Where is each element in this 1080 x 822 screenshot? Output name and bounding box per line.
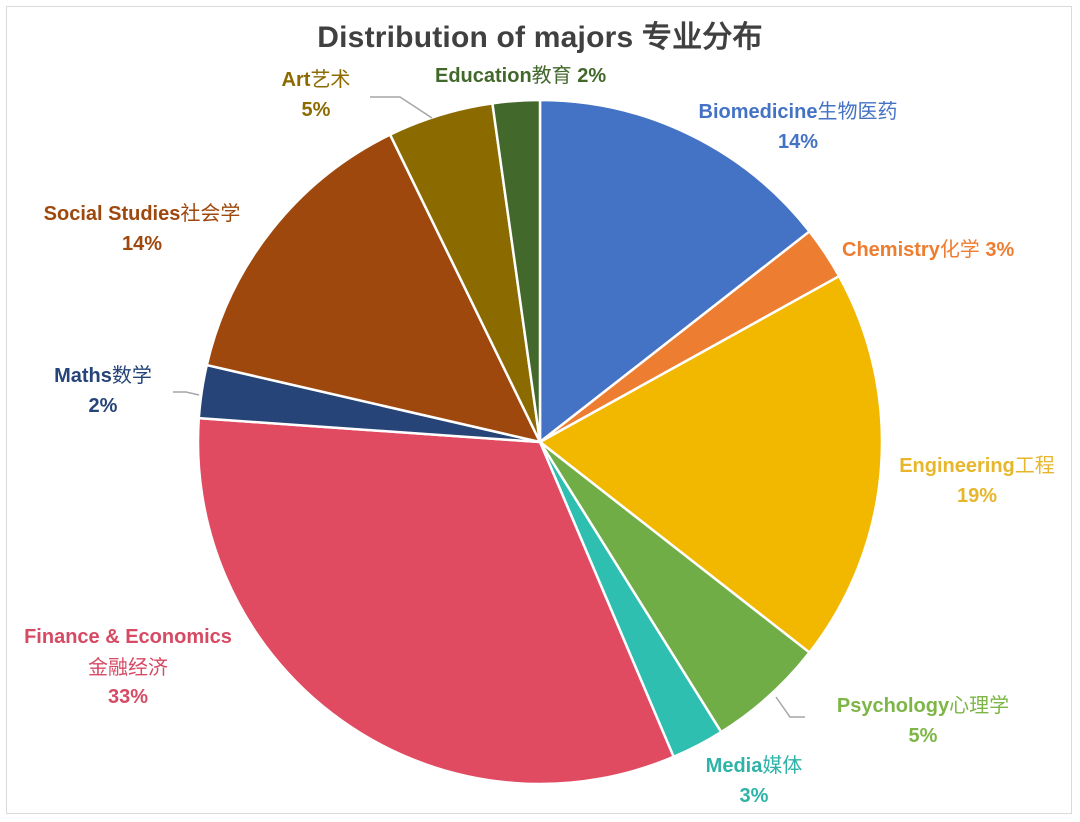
leader-lines xyxy=(173,96,805,718)
pie-slice-engineering xyxy=(538,274,884,654)
chart-frame xyxy=(6,6,1072,814)
pie-slices xyxy=(196,98,884,786)
label-engineering: Engineering工程 19% xyxy=(899,453,1055,507)
label-social-studies: Social Studies社会学 14% xyxy=(43,201,241,255)
leader-line-maths xyxy=(173,391,200,396)
label-media: Media媒体 3% xyxy=(705,753,803,807)
chart-title: Distribution of majors 专业分布 xyxy=(317,21,763,54)
label-chemistry: Chemistry化学 3% xyxy=(842,237,1015,261)
leader-line-psychology xyxy=(775,696,805,718)
label-maths: Maths数学 2% xyxy=(54,363,152,417)
label-art: Art艺术 5% xyxy=(281,67,351,121)
label-biomedicine: Biomedicine生物医药 14% xyxy=(698,99,898,153)
pie-slice-biomedicine xyxy=(538,98,811,444)
leader-line-art xyxy=(370,96,433,119)
pie-slice-social-studies xyxy=(205,133,542,444)
label-education: Education教育 2% xyxy=(435,63,607,87)
label-finance-economics: Finance & Economics 金融经济 33% xyxy=(24,626,232,708)
label-psychology: Psychology心理学 5% xyxy=(836,693,1010,747)
pie-slice-finance-economics xyxy=(196,416,675,786)
pie-slice-education xyxy=(491,98,542,444)
